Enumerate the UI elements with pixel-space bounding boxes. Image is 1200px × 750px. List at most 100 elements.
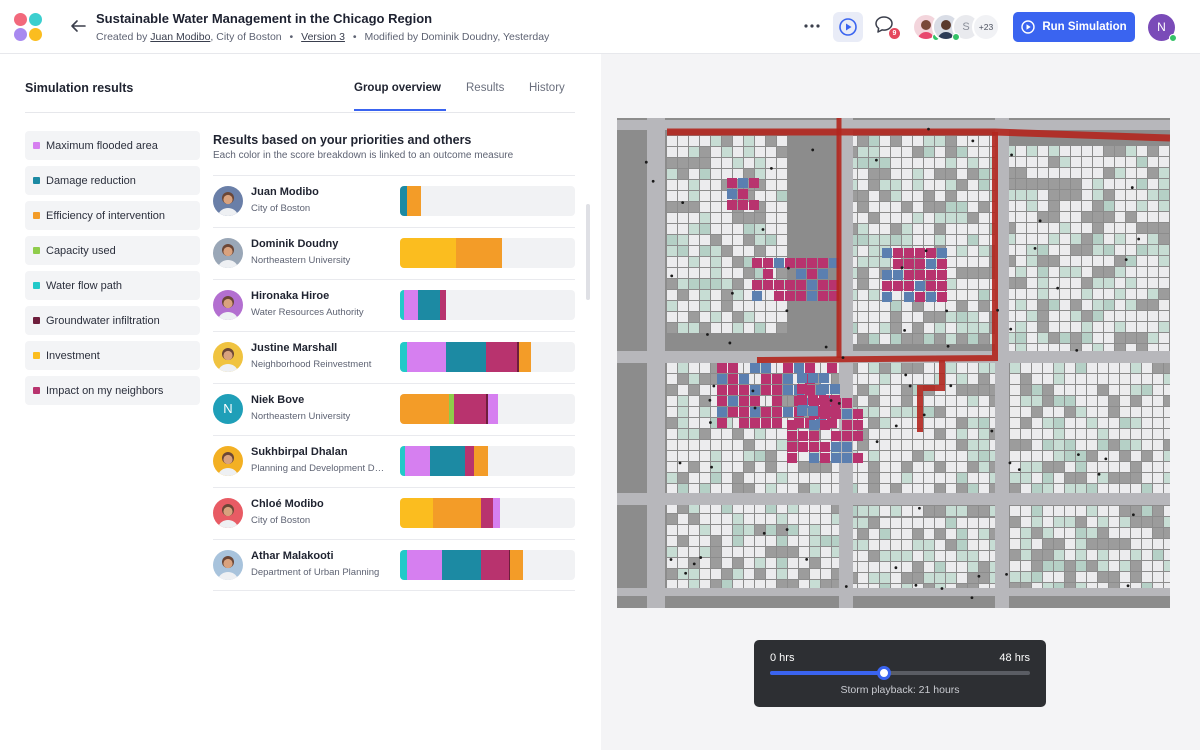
stakeholder-row[interactable]: Chloé Modibo City of Boston [213,487,575,539]
map-cell [1054,484,1064,494]
score-breakdown-bar[interactable] [400,394,575,424]
map-cell [979,213,989,223]
legend-item[interactable]: Damage reduction [25,166,200,195]
map-cell [1049,212,1059,222]
stakeholder-row[interactable]: Dominik Doudny Northeastern University [213,227,575,279]
score-breakdown-bar[interactable] [400,238,575,268]
user-avatar[interactable]: N [1148,14,1177,42]
sensor-dot [699,556,703,559]
comments-button[interactable]: 9 [872,13,900,41]
map-cell [700,290,710,300]
map-cell [935,451,945,461]
back-arrow-icon[interactable] [66,14,90,38]
legend-item[interactable]: Impact on my neighbors [25,376,200,405]
score-breakdown-bar[interactable] [400,342,575,372]
flood-cell [728,385,738,395]
map-cell [1049,256,1059,266]
map-cell [1071,256,1081,266]
legend-item[interactable]: Capacity used [25,236,200,265]
map-cell [1071,322,1081,332]
map-cell [1153,407,1163,417]
map-cell [858,551,868,561]
flood-cell [750,418,760,428]
run-simulation-button[interactable]: Run Simulation [1013,12,1135,42]
map-cell [880,224,890,234]
flood-cell [772,374,782,384]
tab-results[interactable]: Results [466,82,505,94]
map-cell [678,169,688,179]
legend-item[interactable]: Maximum flooded area [25,131,200,160]
legend-item[interactable]: Efficiency of intervention [25,201,200,230]
map-cell [1131,561,1141,571]
stakeholder-row[interactable]: Justine Marshall Neighborhood Reinvestmen… [213,331,575,383]
score-segment [480,550,509,580]
stakeholder-row[interactable]: Hironaka Hiroe Water Resources Authority [213,279,575,331]
playback-slider-handle[interactable] [876,666,891,680]
map-cell [733,158,743,168]
version-link[interactable]: Version 3 [301,31,345,43]
score-breakdown-bar[interactable] [400,498,575,528]
play-button[interactable] [833,12,863,42]
map-cell [1137,179,1147,189]
map-cell [968,363,978,373]
map-cell [821,462,831,472]
map-cell [891,529,901,539]
more-options-icon[interactable] [802,16,822,36]
collaborator-avatars[interactable]: S +23 [912,13,1002,41]
playback-slider[interactable] [770,666,1030,680]
map-cell [766,514,776,524]
sensor-dot [1104,457,1108,461]
map-cell [880,334,890,344]
online-indicator [952,33,960,41]
map-cell [1065,484,1075,494]
creator-link[interactable]: Juan Modibo [150,31,211,43]
sensor-dot [829,399,833,402]
stakeholder-row[interactable]: Juan Modibo City of Boston [213,175,575,227]
map-cell [1021,363,1031,373]
flood-cell [739,385,749,395]
more-collaborators-badge[interactable]: +23 [972,13,1000,41]
map-cell [880,429,890,439]
map-cell [1027,289,1037,299]
map-cell [1087,561,1097,571]
score-breakdown-bar[interactable] [400,446,575,476]
map-cell [924,551,934,561]
map-cell [689,484,699,494]
map-cell [957,418,967,428]
map-cell [1060,223,1070,233]
flood-map[interactable] [617,118,1170,608]
stakeholder-row[interactable]: Athar Malakooti Department of Urban Plann… [213,539,575,591]
app-logo[interactable] [14,13,42,41]
collaborator-avatar[interactable] [932,13,960,41]
stakeholder-row[interactable]: Sukhbirpal Dhalan Planning and Developmen… [213,435,575,487]
map-cell [1159,344,1169,354]
legend-item[interactable]: Investment [25,341,200,370]
map-cell [1005,168,1015,178]
legend-item[interactable]: Groundwater infiltration [25,306,200,335]
map-cell [858,257,868,267]
map-cell [1109,561,1119,571]
map-cell [821,514,831,524]
score-breakdown-bar[interactable] [400,186,575,216]
tab-history[interactable]: History [529,82,565,94]
map-cell [1098,396,1108,406]
map-cell [1076,462,1086,472]
stakeholder-row[interactable]: N Niek Bove Northeastern University [213,383,575,435]
scrollbar[interactable] [586,204,590,300]
sensor-dot [1009,327,1013,331]
map-cell [1131,429,1141,439]
map-cell [957,518,967,528]
sensor-dot [1130,186,1134,189]
map-cell [935,462,945,472]
map-cell [1049,311,1059,321]
map-cell [891,462,901,472]
score-breakdown-bar[interactable] [400,290,575,320]
map-cell [678,374,688,384]
flood-cell [842,442,852,452]
tab-group-overview[interactable]: Group overview [354,82,441,94]
map-cell [1065,561,1075,571]
legend-item[interactable]: Water flow path [25,271,200,300]
score-breakdown-bar[interactable] [400,550,575,580]
map-cell [1065,550,1075,560]
map-cell [1164,407,1170,417]
